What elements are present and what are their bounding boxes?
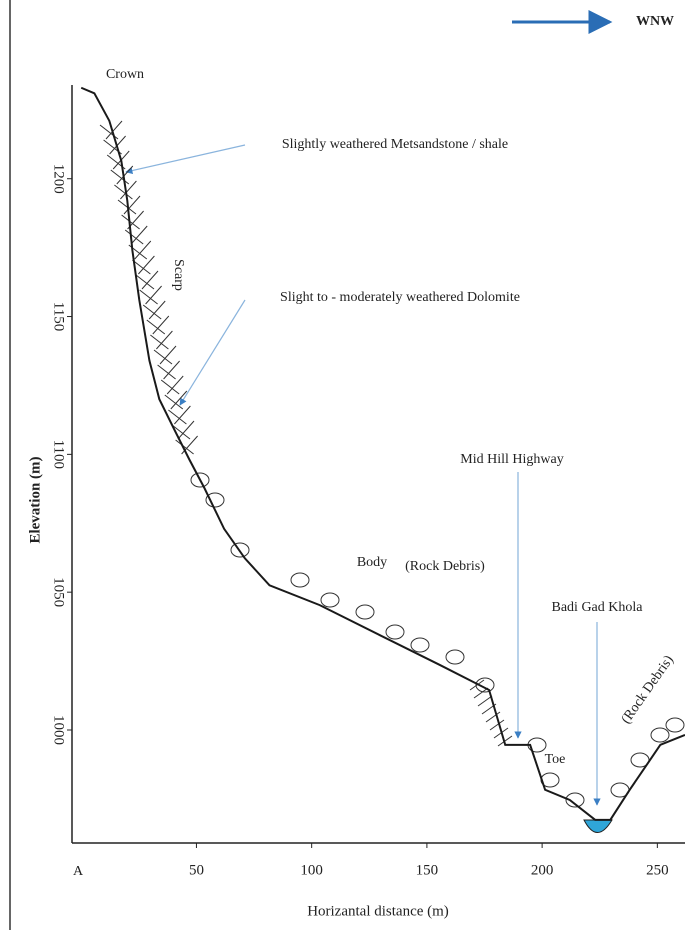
pointer-arrow	[180, 300, 245, 405]
debris	[321, 593, 339, 607]
x-tick-label: 200	[531, 862, 554, 878]
annotation: Badi Gad Khola	[552, 600, 644, 615]
x-tick-label: 50	[189, 862, 204, 878]
annotation: Toe	[545, 752, 566, 767]
chart: 50 100 150 200 250 1000 1050 1100 1150 1200 Horiza…	[0, 0, 685, 930]
x-axis-label: Horizantal distance (m)	[307, 903, 449, 919]
debris	[446, 650, 464, 664]
annotation: WNW	[636, 14, 674, 29]
y-tick-label: 1000	[51, 715, 67, 745]
annotation: A	[73, 864, 84, 879]
annotation: Body	[357, 555, 387, 570]
y-axis-label: Elevation (m)	[27, 456, 43, 543]
debris	[666, 718, 684, 732]
annotation: Scarp	[171, 259, 186, 291]
y-tick-label: 1200	[51, 164, 67, 194]
debris	[291, 573, 309, 587]
y-tick-label: 1050	[51, 577, 67, 607]
debris	[411, 638, 429, 652]
debris	[386, 625, 404, 639]
debris	[651, 728, 669, 742]
profile-line	[81, 88, 685, 820]
x-tick-label: 150	[416, 862, 439, 878]
hatch	[478, 696, 492, 706]
river	[584, 820, 612, 833]
annotation: (Rock Debris)	[405, 559, 485, 574]
y-tick-label: 1100	[51, 440, 67, 469]
annotation: Crown	[106, 67, 144, 82]
annotation: Slightly weathered Metsandstone / shale	[282, 137, 508, 152]
annotation: Mid Hill Highway	[460, 452, 563, 467]
annotation: Slight to - moderately weathered Dolomit…	[280, 290, 520, 305]
hatch	[490, 720, 504, 730]
debris	[356, 605, 374, 619]
x-tick-label: 250	[646, 862, 669, 878]
y-tick-label: 1150	[51, 302, 67, 331]
pointer-arrow	[126, 145, 245, 172]
annotation: (Rock Debris)	[619, 653, 677, 727]
x-tick-label: 100	[300, 862, 323, 878]
